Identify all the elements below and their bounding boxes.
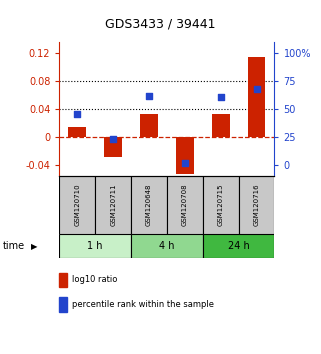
Bar <box>247 57 265 137</box>
Text: 24 h: 24 h <box>228 241 249 251</box>
Point <box>75 111 80 116</box>
Text: GSM120710: GSM120710 <box>74 184 80 227</box>
Point <box>218 94 223 99</box>
Bar <box>68 127 86 137</box>
Text: log10 ratio: log10 ratio <box>72 275 117 284</box>
Text: 1 h: 1 h <box>88 241 103 251</box>
Bar <box>104 137 122 157</box>
Text: percentile rank within the sample: percentile rank within the sample <box>72 300 214 309</box>
Text: GSM120708: GSM120708 <box>182 184 188 227</box>
Bar <box>140 114 158 137</box>
Bar <box>167 176 203 234</box>
Text: GSM120715: GSM120715 <box>218 184 224 226</box>
Bar <box>203 176 239 234</box>
Text: time: time <box>3 241 25 251</box>
Text: ▶: ▶ <box>30 242 37 251</box>
Bar <box>176 137 194 174</box>
Text: GSM120711: GSM120711 <box>110 184 116 227</box>
Bar <box>203 234 274 258</box>
Bar <box>95 176 131 234</box>
Text: GSM120648: GSM120648 <box>146 184 152 226</box>
Text: 4 h: 4 h <box>159 241 175 251</box>
Text: GSM120716: GSM120716 <box>254 184 260 227</box>
Point <box>182 160 187 166</box>
Point <box>254 86 259 92</box>
Bar <box>131 234 203 258</box>
Text: GDS3433 / 39441: GDS3433 / 39441 <box>105 17 216 30</box>
Bar <box>59 176 95 234</box>
Bar <box>59 234 131 258</box>
Bar <box>131 176 167 234</box>
Bar <box>239 176 274 234</box>
Point <box>110 137 116 142</box>
Bar <box>212 114 230 137</box>
Point <box>146 93 152 98</box>
